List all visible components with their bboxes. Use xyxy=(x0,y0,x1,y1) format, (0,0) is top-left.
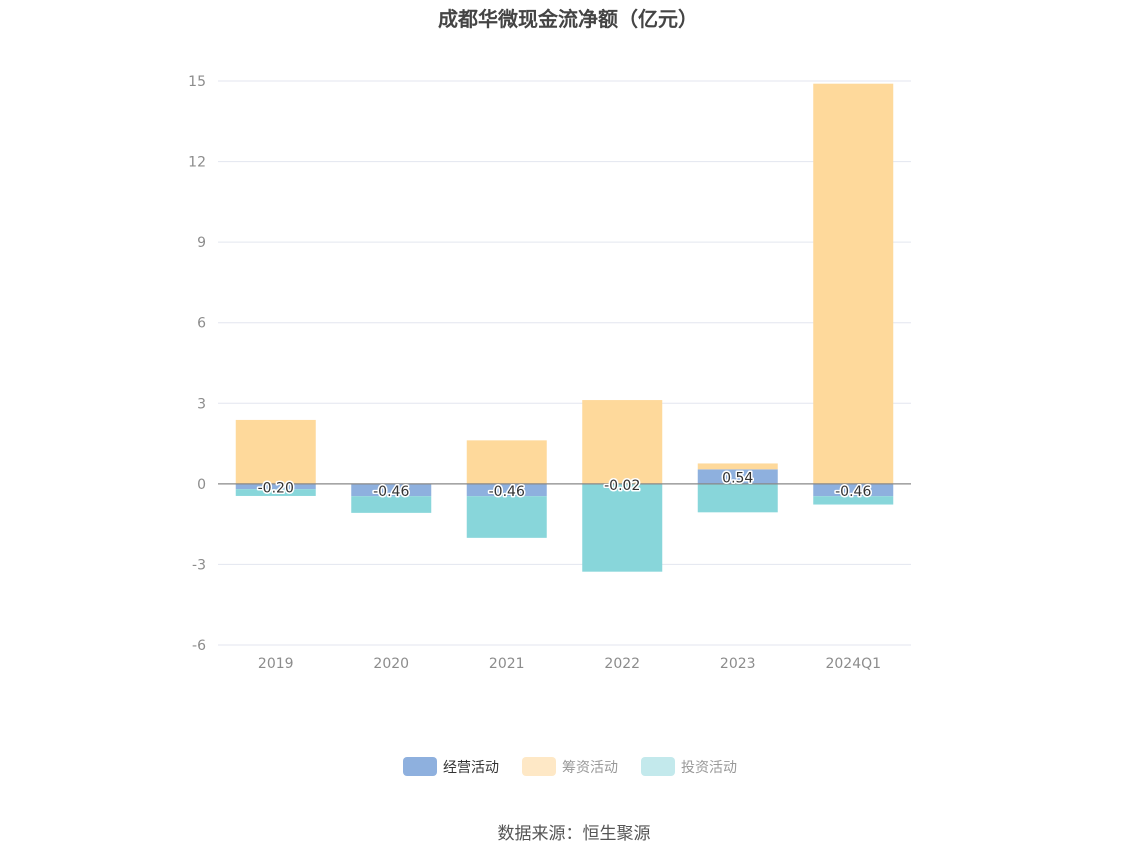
data-label: -0.46 xyxy=(373,484,409,500)
bar-2-2022[interactable] xyxy=(582,400,663,484)
bar-1-2020[interactable] xyxy=(351,483,432,497)
data-labels: -0.20 -0.46 -0.46 -0.02 0.54 -0.46 xyxy=(256,469,873,501)
legend-item-1[interactable]: 经营活动 xyxy=(403,757,499,776)
x-tick-label: 2023 xyxy=(720,656,756,672)
bar-3-2020[interactable] xyxy=(351,496,432,513)
legend-swatch xyxy=(403,757,437,776)
legend-item-3[interactable]: 投资活动 xyxy=(641,757,737,776)
y-tick-label: 3 xyxy=(197,396,206,412)
x-axis: 2019 2020 2021 2022 2023 2024Q1 xyxy=(218,644,911,672)
data-label: -0.46 xyxy=(489,484,525,500)
y-tick-label: 6 xyxy=(197,316,206,332)
bar-3-2019[interactable] xyxy=(235,489,316,496)
bar-3-2021[interactable] xyxy=(466,496,547,538)
gridlines xyxy=(218,80,911,646)
bar-1-2021[interactable] xyxy=(466,483,547,497)
legend-swatch xyxy=(522,757,556,776)
bar-2-2021[interactable] xyxy=(466,440,547,484)
data-label: -0.02 xyxy=(604,478,640,494)
data-label: -0.20 xyxy=(258,481,294,497)
y-axis: 15 12 9 6 3 0 -3 -6 xyxy=(188,74,206,654)
data-label: -0.46 xyxy=(835,484,871,500)
y-tick-label: -3 xyxy=(192,557,206,573)
legend[interactable]: 经营活动 筹资活动 投资活动 xyxy=(403,757,737,776)
chart-title: 成都华微现金流净额（亿元） xyxy=(438,7,698,31)
legend-swatch xyxy=(641,757,675,776)
bars xyxy=(235,83,894,572)
source-note: 数据来源：恒生聚源 xyxy=(498,824,651,844)
data-label: 0.54 xyxy=(722,471,753,487)
bar-1-2024Q1[interactable] xyxy=(813,483,894,497)
x-tick-label: 2019 xyxy=(258,656,294,672)
x-tick-label: 2020 xyxy=(373,656,409,672)
x-tick-label: 2024Q1 xyxy=(825,656,881,672)
bar-1-2023[interactable] xyxy=(697,469,778,484)
y-tick-label: 9 xyxy=(197,235,206,251)
bar-2-2024Q1[interactable] xyxy=(813,83,894,484)
bar-1-2019[interactable] xyxy=(235,483,316,490)
y-tick-label: 15 xyxy=(188,74,206,90)
legend-item-2[interactable]: 筹资活动 xyxy=(522,757,618,776)
y-tick-label: -6 xyxy=(192,638,206,654)
bar-2-2023[interactable] xyxy=(697,463,778,470)
legend-label: 筹资活动 xyxy=(562,759,618,776)
legend-label: 投资活动 xyxy=(681,760,737,776)
bar-3-2022[interactable] xyxy=(582,484,663,572)
y-tick-label: 0 xyxy=(197,477,206,493)
x-tick-label: 2022 xyxy=(604,656,640,672)
x-tick-label: 2021 xyxy=(489,656,525,672)
bar-3-2024Q1[interactable] xyxy=(813,496,894,505)
legend-label: 经营活动 xyxy=(443,760,499,776)
y-tick-label: 12 xyxy=(188,155,206,171)
bar-3-2023[interactable] xyxy=(697,483,778,513)
bar-2-2019[interactable] xyxy=(235,419,316,484)
